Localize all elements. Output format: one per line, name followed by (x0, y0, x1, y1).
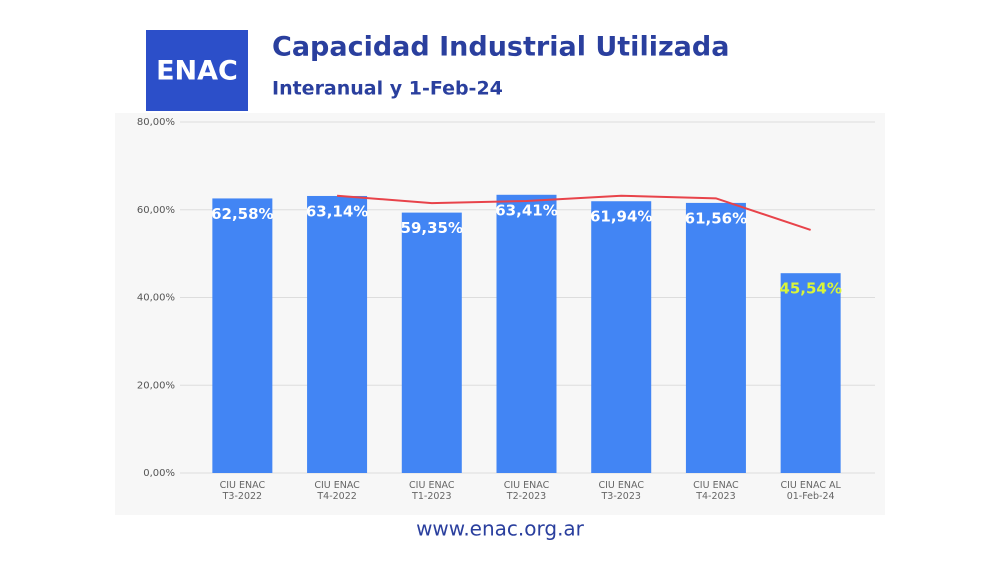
bar (685, 202, 746, 473)
y-tick-label: 80,00% (137, 117, 175, 128)
logo: ENAC (156, 56, 238, 87)
value-label: 63,41% (495, 201, 557, 219)
value-label: 45,54% (779, 280, 841, 298)
x-tick-label: CIU ENAC T2-2023 (504, 480, 550, 502)
x-tick-label: CIU ENAC T4-2023 (693, 480, 739, 502)
x-tick-label: CIU ENAC T4-2022 (314, 480, 360, 502)
bar (591, 201, 652, 473)
y-tick-label: 0,00% (143, 468, 175, 479)
x-tick-label: CIU ENAC AL 01-Feb-24 (780, 480, 841, 502)
value-label: 63,14% (306, 202, 368, 220)
footer-url: www.enac.org.ar (416, 517, 585, 541)
value-label: 61,94% (590, 208, 652, 226)
y-tick-label: 20,00% (137, 380, 175, 391)
chart-title: Capacidad Industrial Utilizada (272, 32, 729, 63)
bar (401, 212, 462, 473)
value-label: 59,35% (401, 219, 463, 237)
trend-line (336, 194, 811, 231)
bar (212, 198, 273, 474)
value-label: 62,58% (211, 205, 273, 223)
chart-subtitle: Interanual y 1-Feb-24 (272, 78, 503, 100)
value-label: 61,56% (685, 209, 747, 227)
bar (307, 195, 368, 473)
x-tick-label: CIU ENAC T1-2023 (409, 480, 455, 502)
bar (780, 273, 841, 473)
y-tick-label: 40,00% (137, 293, 175, 304)
y-tick-label: 60,00% (137, 205, 175, 216)
x-tick-label: CIU ENAC T3-2023 (598, 480, 644, 502)
x-tick-label: CIU ENAC T3-2022 (220, 480, 266, 502)
bar (496, 194, 557, 473)
logo-box (146, 30, 248, 111)
